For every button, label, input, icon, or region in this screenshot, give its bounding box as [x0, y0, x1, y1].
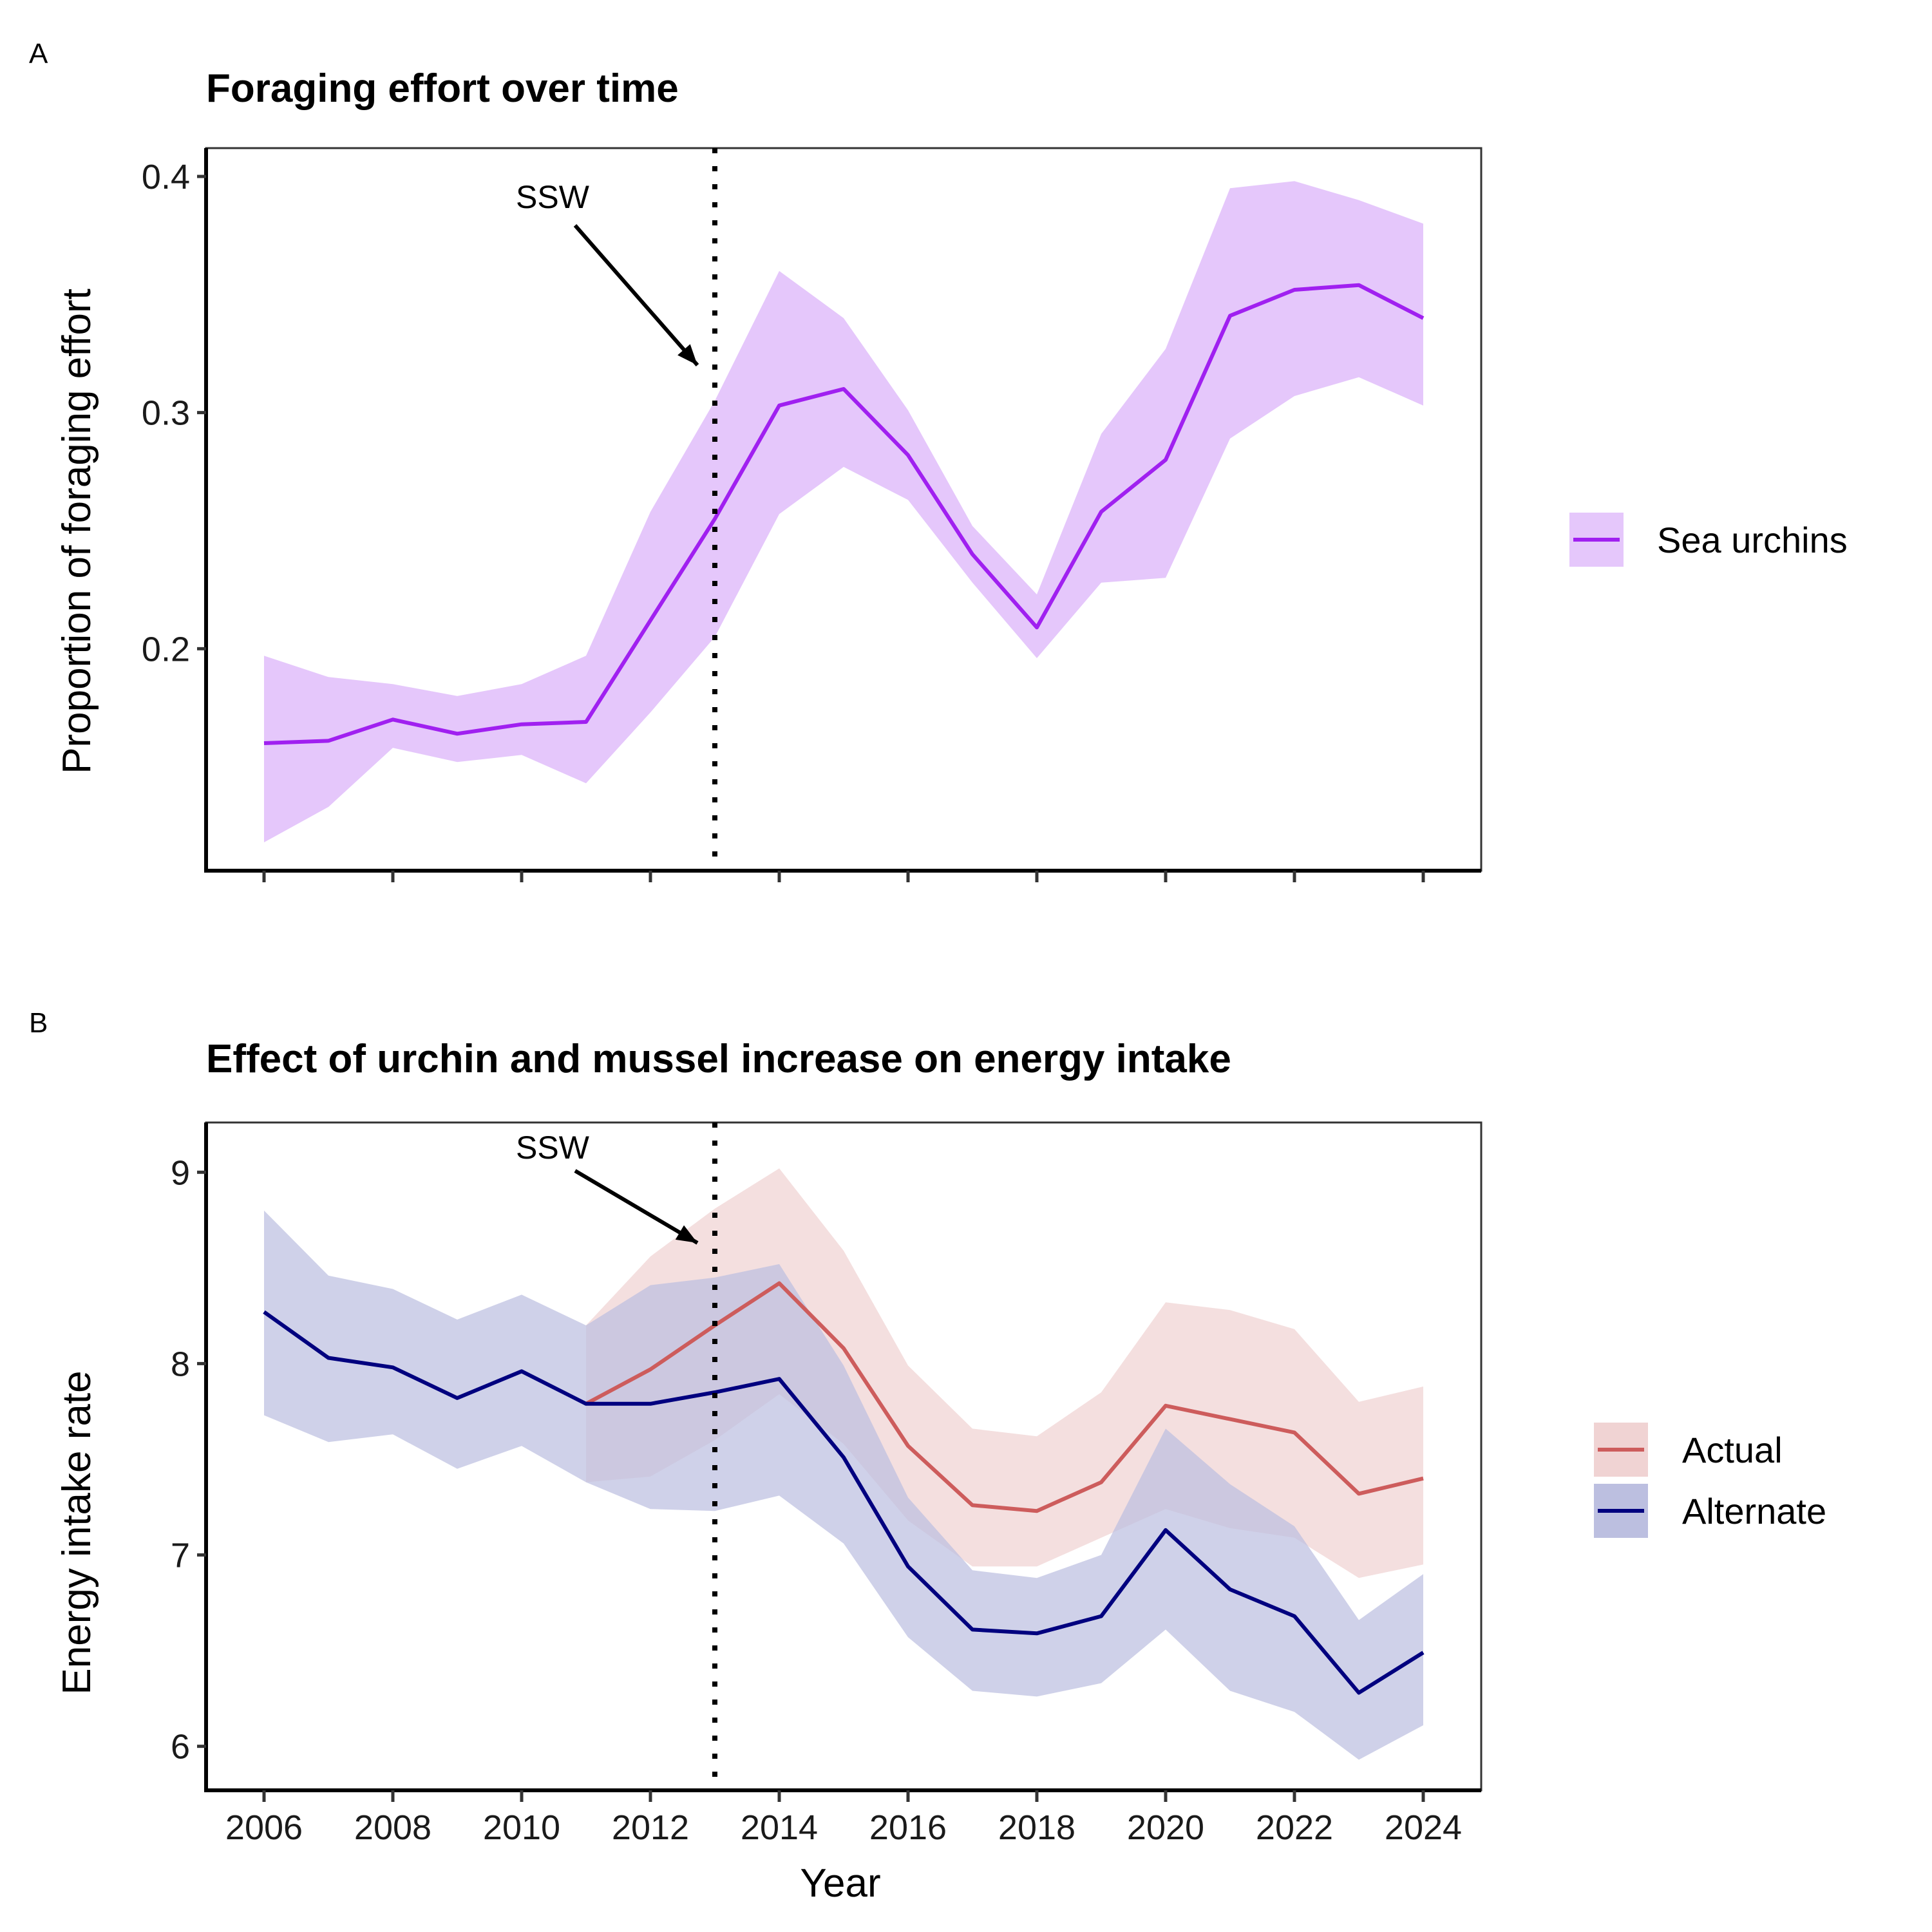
panel-b-line-alternate	[263, 1310, 1425, 1695]
panel-b-x-tick-label: 2014	[741, 1808, 818, 1847]
panel-b-x-tick-label: 2016	[869, 1808, 947, 1847]
legend-label-actual: Actual	[1682, 1430, 1783, 1470]
panel-b-x-tick-label: 2020	[1127, 1808, 1204, 1847]
panel-b-ssw-arrowhead	[675, 1225, 697, 1243]
panel-b-x-tick-label: 2022	[1256, 1808, 1333, 1847]
panel-b-title: Effect of urchin and mussel increase on …	[206, 1037, 1231, 1081]
panel-a-y-tick-label: 0.4	[142, 158, 190, 196]
panel-b-y-tick-label: 8	[171, 1345, 190, 1383]
legend-label-sea-urchins: Sea urchins	[1657, 520, 1848, 560]
panel-b-x-tick-label: 2024	[1385, 1808, 1462, 1847]
panel-label-a: A	[29, 38, 48, 70]
panel-b-legend: Actual Alternate	[1594, 1423, 1826, 1538]
panel-b-ribbon-alternate	[264, 1210, 1423, 1760]
panel-b-ssw-annotation: SSW	[516, 1130, 590, 1166]
panel-a-ssw-annotation: SSW	[516, 179, 590, 215]
panel-a: A Foraging effort over time Proportion o…	[29, 38, 1848, 882]
panel-a-ssw-arrowhead	[677, 344, 697, 365]
panel-a-title: Foraging effort over time	[206, 66, 679, 111]
panel-a-ssw-arrow	[573, 224, 699, 366]
panel-b-y-tick-label: 7	[171, 1537, 190, 1575]
panel-label-b: B	[29, 1007, 48, 1039]
panel-a-y-tick-label: 0.3	[142, 394, 190, 433]
legend-label-alternate: Alternate	[1682, 1491, 1826, 1531]
panel-b-x-tick-label: 2008	[354, 1808, 431, 1847]
panel-b-line-actual	[585, 1281, 1424, 1513]
panel-b-x-tick-label: 2018	[998, 1808, 1075, 1847]
panel-a-plot-area: 0.2 0.3 0.4	[142, 147, 1482, 882]
panel-b-y-axis-title: Energy intake rate	[55, 1370, 99, 1694]
panel-a-y-tick-label: 0.2	[142, 630, 190, 668]
panel-a-ribbon-sea-urchins	[264, 181, 1423, 842]
panel-b-ssw-arrow	[574, 1169, 699, 1245]
panel-b: B Effect of urchin and mussel increase o…	[29, 1007, 1826, 1906]
panel-a-y-axis-title: Proportion of foraging effort	[55, 289, 99, 774]
panel-b-y-tick-label: 9	[171, 1153, 190, 1192]
panel-b-x-tick-label: 2006	[225, 1808, 303, 1847]
panel-a-line-sea-urchins	[263, 283, 1425, 745]
panel-b-x-axis-title: Year	[800, 1861, 880, 1906]
panel-a-legend: Sea urchins	[1569, 513, 1848, 567]
panel-b-x-tick-label: 2012	[612, 1808, 689, 1847]
panel-b-plot-area: 6 7 8 9 2006 2008 2010 2012 2014 2016 2018 2020 2022…	[171, 1121, 1482, 1847]
panel-b-y-tick-label: 6	[171, 1728, 190, 1766]
panel-b-x-tick-label: 2010	[483, 1808, 560, 1847]
